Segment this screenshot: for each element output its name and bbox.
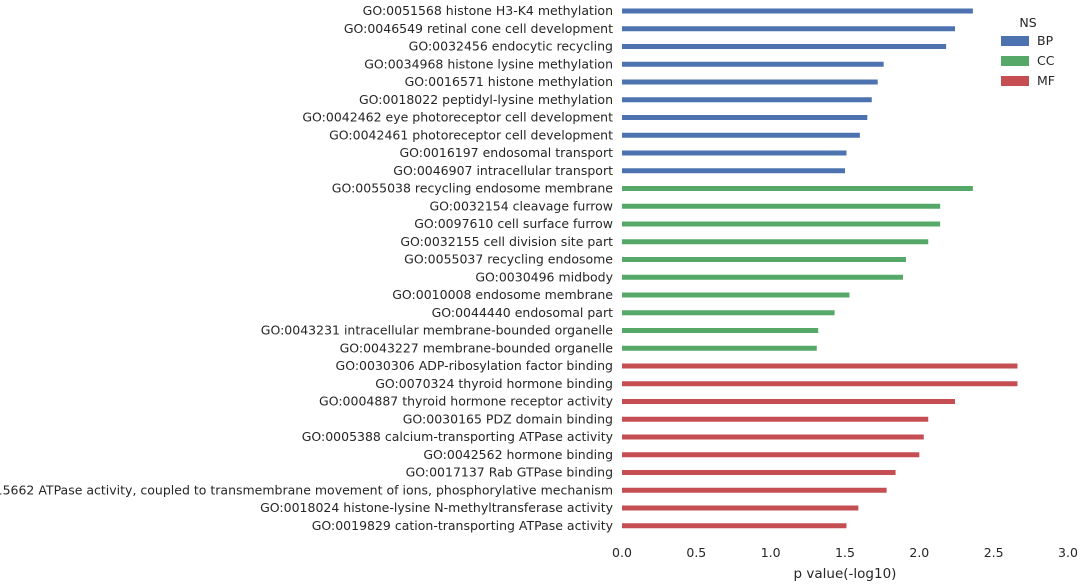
y-tick-label: GO:0046549 retinal cone cell development (344, 21, 613, 36)
bar-bp-4 (622, 61, 884, 67)
bar-cc-9 (622, 328, 819, 333)
y-tick-label: GO:0046907 intracellular transport (393, 163, 613, 178)
bar-mf-5 (622, 434, 924, 440)
y-tick-label: GO:0018024 histone-lysine N-methyltransf… (260, 500, 613, 515)
bar-cc-4 (622, 239, 929, 245)
y-tick-label: GO:0016571 histone methylation (405, 74, 613, 89)
bars-group (622, 8, 1018, 529)
bar-cc-6 (622, 274, 903, 280)
bar-mf-3 (622, 399, 956, 404)
y-tick-label: GO:0043227 membrane-bounded organelle (340, 340, 614, 355)
bar-mf-6 (622, 452, 920, 458)
bar-mf-2 (622, 381, 1018, 387)
y-tick-label: GO:0042461 photoreceptor cell developmen… (329, 127, 613, 142)
y-tick-label: GO:0042562 hormone binding (423, 447, 613, 462)
y-tick-label: GO:0032155 cell division site part (400, 234, 613, 249)
bar-mf-9 (622, 505, 859, 511)
y-tick-label: GO:0015662 ATPase activity, coupled to t… (0, 482, 613, 497)
y-tick-label: GO:0032456 endocytic recycling (409, 39, 613, 54)
bar-bp-6 (622, 97, 872, 103)
y-tick-label: GO:0044440 endosomal part (432, 305, 614, 320)
y-tick-label: GO:0010008 endosome membrane (392, 287, 613, 302)
x-tick-label: 2.0 (909, 545, 929, 560)
bar-bp-9 (622, 150, 847, 156)
bar-bp-5 (622, 79, 878, 85)
y-tick-label: GO:0070324 thyroid hormone binding (375, 376, 613, 391)
bar-cc-1 (622, 186, 973, 191)
bar-cc-3 (622, 221, 941, 227)
x-tick-label: 3.0 (1058, 545, 1078, 560)
bar-bp-7 (622, 115, 868, 120)
y-tick-label: GO:0030496 midbody (475, 269, 613, 284)
x-tick-label: 1.0 (761, 545, 781, 560)
legend-swatch-mf (1001, 76, 1029, 86)
x-tick-label: 1.5 (835, 545, 855, 560)
y-tick-label: GO:0055037 recycling endosome (404, 252, 613, 267)
bar-cc-5 (622, 257, 906, 262)
bar-bp-1 (622, 8, 973, 14)
bar-mf-7 (622, 470, 896, 475)
legend-label-mf: MF (1037, 73, 1055, 88)
x-axis-label: p value(-log10) (794, 566, 897, 582)
y-tick-label: GO:0043231 intracellular membrane-bounde… (261, 323, 614, 338)
legend-label-bp: BP (1037, 33, 1054, 48)
bar-bp-2 (622, 26, 956, 32)
legend-swatch-cc (1001, 56, 1029, 66)
legend-swatch-bp (1001, 36, 1029, 46)
y-tick-label: GO:0051568 histone H3-K4 methylation (363, 3, 613, 18)
y-tick-label: GO:0034968 histone lysine methylation (364, 56, 613, 71)
y-tick-label: GO:0018022 peptidyl-lysine methylation (359, 92, 613, 107)
legend: NS BP CC MF (1001, 15, 1055, 88)
y-tick-label: GO:0005388 calcium-transporting ATPase a… (302, 429, 614, 444)
y-tick-label: GO:0055038 recycling endosome membrane (332, 181, 614, 196)
bar-cc-10 (622, 345, 817, 351)
y-tick-label: GO:0030165 PDZ domain binding (403, 411, 613, 426)
y-tick-labels: GO:0051568 histone H3-K4 methylation GO:0… (0, 3, 614, 533)
bar-mf-10 (622, 523, 847, 529)
y-tick-label: GO:0019829 cation-transporting ATPase ac… (312, 518, 614, 533)
bar-bp-10 (622, 168, 845, 174)
bar-mf-4 (622, 416, 929, 422)
x-tick-label: 0.0 (612, 545, 632, 560)
y-tick-label: GO:0030306 ADP-ribosylation factor bindi… (336, 358, 613, 373)
legend-title: NS (1019, 15, 1036, 30)
legend-label-cc: CC (1037, 53, 1055, 68)
bar-bp-3 (622, 44, 947, 49)
y-tick-label: GO:0004887 thyroid hormone receptor acti… (319, 394, 614, 409)
bar-bp-8 (622, 132, 860, 138)
bar-mf-1 (622, 363, 1018, 369)
y-tick-label: GO:0097610 cell surface furrow (414, 216, 613, 231)
bar-cc-7 (622, 292, 850, 298)
x-tick-label: 0.5 (686, 545, 706, 560)
bar-cc-8 (622, 310, 835, 316)
y-tick-label: GO:0017137 Rab GTPase binding (406, 465, 613, 480)
y-tick-label: GO:0016197 endosomal transport (399, 145, 613, 160)
y-tick-label: GO:0042462 eye photoreceptor cell develo… (302, 110, 613, 125)
bar-mf-8 (622, 487, 887, 493)
x-tick-label: 2.5 (984, 545, 1004, 560)
bar-cc-2 (622, 203, 941, 209)
x-tick-labels: 0.0 0.5 1.0 1.5 2.0 2.5 3.0 (612, 545, 1078, 560)
y-tick-label: GO:0032154 cleavage furrow (430, 198, 614, 213)
